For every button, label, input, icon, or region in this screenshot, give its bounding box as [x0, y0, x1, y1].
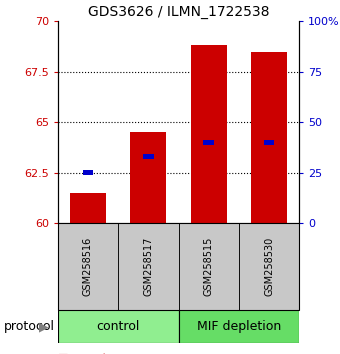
Bar: [130, 132, 166, 223]
Text: GSM258530: GSM258530: [264, 237, 274, 296]
Title: GDS3626 / ILMN_1722538: GDS3626 / ILMN_1722538: [88, 5, 269, 19]
Text: ▶: ▶: [39, 320, 49, 333]
Bar: [178, 310, 299, 343]
Text: MIF depletion: MIF depletion: [197, 320, 281, 333]
Bar: [264, 140, 274, 144]
Bar: [190, 45, 227, 223]
Bar: [178, 223, 239, 310]
Bar: [70, 193, 106, 223]
Bar: [83, 170, 94, 175]
Text: GSM258517: GSM258517: [143, 237, 153, 296]
Bar: [118, 223, 178, 310]
Bar: [251, 51, 287, 223]
Bar: [203, 140, 214, 144]
Bar: [58, 310, 178, 343]
Text: GSM258516: GSM258516: [83, 237, 93, 296]
Bar: [239, 223, 299, 310]
Text: protocol: protocol: [3, 320, 54, 333]
Text: control: control: [97, 320, 140, 333]
Bar: [58, 223, 118, 310]
Text: ■  count: ■ count: [58, 353, 107, 354]
Text: GSM258515: GSM258515: [204, 237, 214, 296]
Bar: [143, 154, 154, 159]
